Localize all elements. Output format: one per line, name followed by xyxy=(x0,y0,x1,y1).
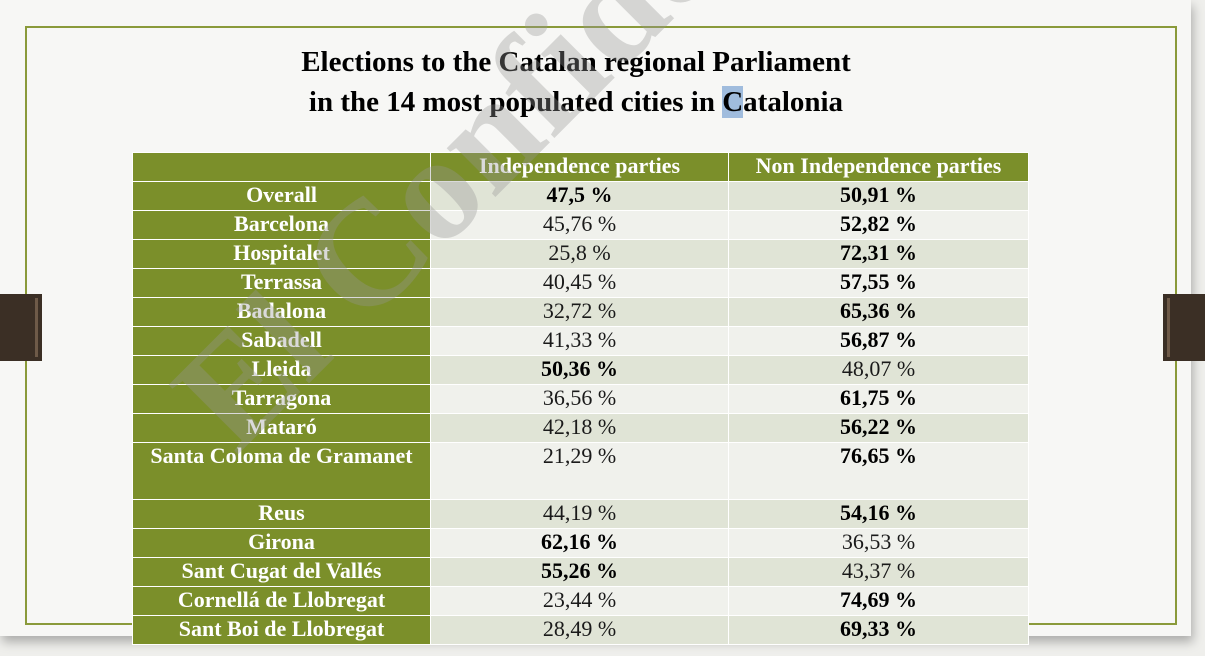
table-row: Overall 47,5 % 50,91 % xyxy=(132,181,1029,211)
table-row: Sabadell 41,33 % 56,87 % xyxy=(132,326,1029,356)
non-independence-value: 76,65 % xyxy=(728,442,1029,500)
table-row: Mataró 42,18 % 56,22 % xyxy=(132,413,1029,443)
title-line-2-start: in the 14 most populated cities in xyxy=(308,86,723,118)
non-independence-value: 74,69 % xyxy=(728,586,1029,616)
city-name: Cornellá de Llobregat xyxy=(132,586,431,616)
city-name: Tarragona xyxy=(132,384,431,414)
city-name: Sabadell xyxy=(132,326,431,356)
table-row: Terrassa 40,45 % 57,55 % xyxy=(132,268,1029,298)
title-line-2-end: atalonia xyxy=(743,86,844,118)
independence-value: 36,56 % xyxy=(430,384,729,414)
independence-value: 41,33 % xyxy=(430,326,729,356)
independence-value: 21,29 % xyxy=(430,442,729,500)
slide: Elections to the Catalan regional Parlia… xyxy=(25,0,1177,645)
independence-value: 25,8 % xyxy=(430,239,729,269)
right-slide-tab[interactable] xyxy=(1163,294,1205,361)
table-row: Reus 44,19 % 54,16 % xyxy=(132,499,1029,529)
text-selection-highlight: C xyxy=(722,86,744,118)
non-independence-value: 50,91 % xyxy=(728,181,1029,211)
city-name: Terrassa xyxy=(132,268,431,298)
independence-value: 50,36 % xyxy=(430,355,729,385)
independence-value: 42,18 % xyxy=(430,413,729,443)
city-name: Overall xyxy=(132,181,431,211)
table-row: Girona 62,16 % 36,53 % xyxy=(132,528,1029,558)
city-name: Girona xyxy=(132,528,431,558)
city-name: Sant Cugat del Vallés xyxy=(132,557,431,587)
title-line-2: in the 14 most populated cities in Catal… xyxy=(100,82,1052,122)
city-name: Lleida xyxy=(132,355,431,385)
city-name: Reus xyxy=(132,499,431,529)
independence-value: 32,72 % xyxy=(430,297,729,327)
non-independence-value: 65,36 % xyxy=(728,297,1029,327)
non-independence-value: 48,07 % xyxy=(728,355,1029,385)
independence-value: 62,16 % xyxy=(430,528,729,558)
non-independence-value: 56,87 % xyxy=(728,326,1029,356)
title-line-1: Elections to the Catalan regional Parlia… xyxy=(301,46,851,78)
non-independence-value: 69,33 % xyxy=(728,615,1029,645)
city-name: Santa Coloma de Gramanet xyxy=(132,442,431,500)
independence-value: 44,19 % xyxy=(430,499,729,529)
table-row: Sant Boi de Llobregat 28,49 % 69,33 % xyxy=(132,615,1029,645)
non-independence-value: 72,31 % xyxy=(728,239,1029,269)
independence-value: 28,49 % xyxy=(430,615,729,645)
left-slide-tab[interactable] xyxy=(0,294,42,361)
table-row: Badalona 32,72 % 65,36 % xyxy=(132,297,1029,327)
city-name: Hospitalet xyxy=(132,239,431,269)
table-row: Barcelona 45,76 % 52,82 % xyxy=(132,210,1029,240)
table-row: Sant Cugat del Vallés 55,26 % 43,37 % xyxy=(132,557,1029,587)
slide-title: Elections to the Catalan regional Parlia… xyxy=(100,42,1052,122)
header-independence: Independence parties xyxy=(430,152,729,182)
table-row: Lleida 50,36 % 48,07 % xyxy=(132,355,1029,385)
table-row: Santa Coloma de Gramanet 21,29 % 76,65 % xyxy=(132,442,1029,500)
independence-value: 47,5 % xyxy=(430,181,729,211)
independence-value: 23,44 % xyxy=(430,586,729,616)
header-city xyxy=(132,152,431,182)
city-name: Barcelona xyxy=(132,210,431,240)
non-independence-value: 36,53 % xyxy=(728,528,1029,558)
non-independence-value: 43,37 % xyxy=(728,557,1029,587)
non-independence-value: 52,82 % xyxy=(728,210,1029,240)
table-row: Hospitalet 25,8 % 72,31 % xyxy=(132,239,1029,269)
header-non-independence: Non Independence parties xyxy=(728,152,1029,182)
independence-value: 45,76 % xyxy=(430,210,729,240)
independence-value: 55,26 % xyxy=(430,557,729,587)
city-name: Sant Boi de Llobregat xyxy=(132,615,431,645)
non-independence-value: 57,55 % xyxy=(728,268,1029,298)
non-independence-value: 54,16 % xyxy=(728,499,1029,529)
non-independence-value: 61,75 % xyxy=(728,384,1029,414)
table-row: Cornellá de Llobregat 23,44 % 74,69 % xyxy=(132,586,1029,616)
results-table: Independence parties Non Independence pa… xyxy=(132,152,1029,645)
table-header-row: Independence parties Non Independence pa… xyxy=(132,152,1029,182)
independence-value: 40,45 % xyxy=(430,268,729,298)
city-name: Mataró xyxy=(132,413,431,443)
city-name: Badalona xyxy=(132,297,431,327)
table-row: Tarragona 36,56 % 61,75 % xyxy=(132,384,1029,414)
non-independence-value: 56,22 % xyxy=(728,413,1029,443)
